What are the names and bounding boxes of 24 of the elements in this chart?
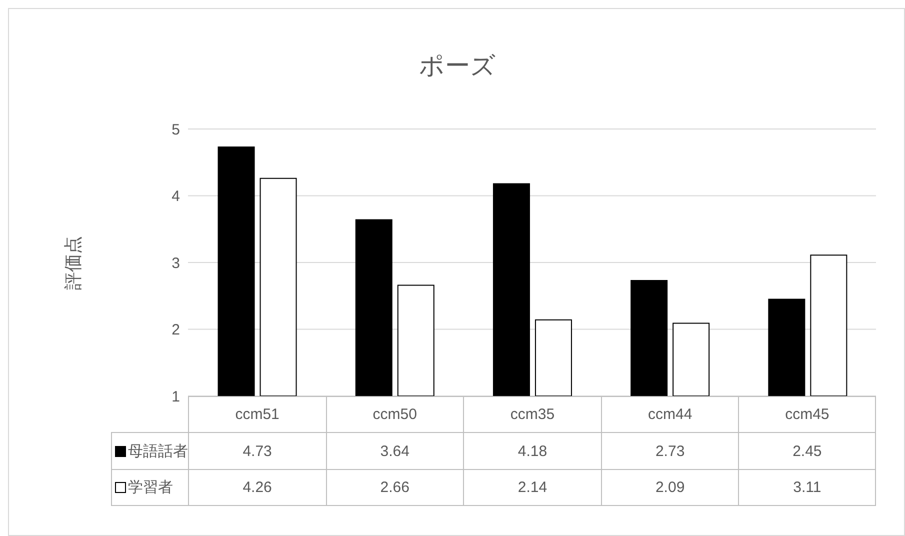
y-tick-label: 1 — [172, 388, 180, 406]
data-label: 2.45 — [738, 432, 876, 469]
y-tick-label: 3 — [172, 254, 180, 272]
x-tick-label: ccm35 — [463, 396, 601, 432]
x-tick-label: ccm45 — [738, 396, 876, 432]
data-label: 3.64 — [326, 432, 464, 469]
legend-label: 学習者 — [128, 478, 173, 497]
data-label: 2.14 — [463, 469, 601, 506]
y-tick-label: 4 — [172, 188, 180, 206]
data-label: 2.66 — [326, 469, 464, 506]
y-tick-label: 5 — [172, 121, 180, 138]
data-label: 4.73 — [188, 432, 326, 469]
data-label: 2.73 — [600, 432, 738, 469]
legend-label: 母語話者 — [128, 442, 188, 460]
x-tick-label: ccm44 — [600, 396, 738, 432]
data-label: 4.26 — [188, 469, 326, 506]
chart-title: ポーズ — [418, 52, 497, 82]
data-label: 2.09 — [600, 469, 738, 506]
x-tick-label: ccm51 — [188, 396, 326, 432]
x-tick-label: ccm50 — [326, 396, 464, 432]
data-label: 3.11 — [738, 469, 876, 506]
data-label: 4.18 — [463, 432, 601, 469]
y-axis-title: 評価点 — [62, 236, 84, 290]
y-tick-label: 2 — [172, 322, 180, 339]
